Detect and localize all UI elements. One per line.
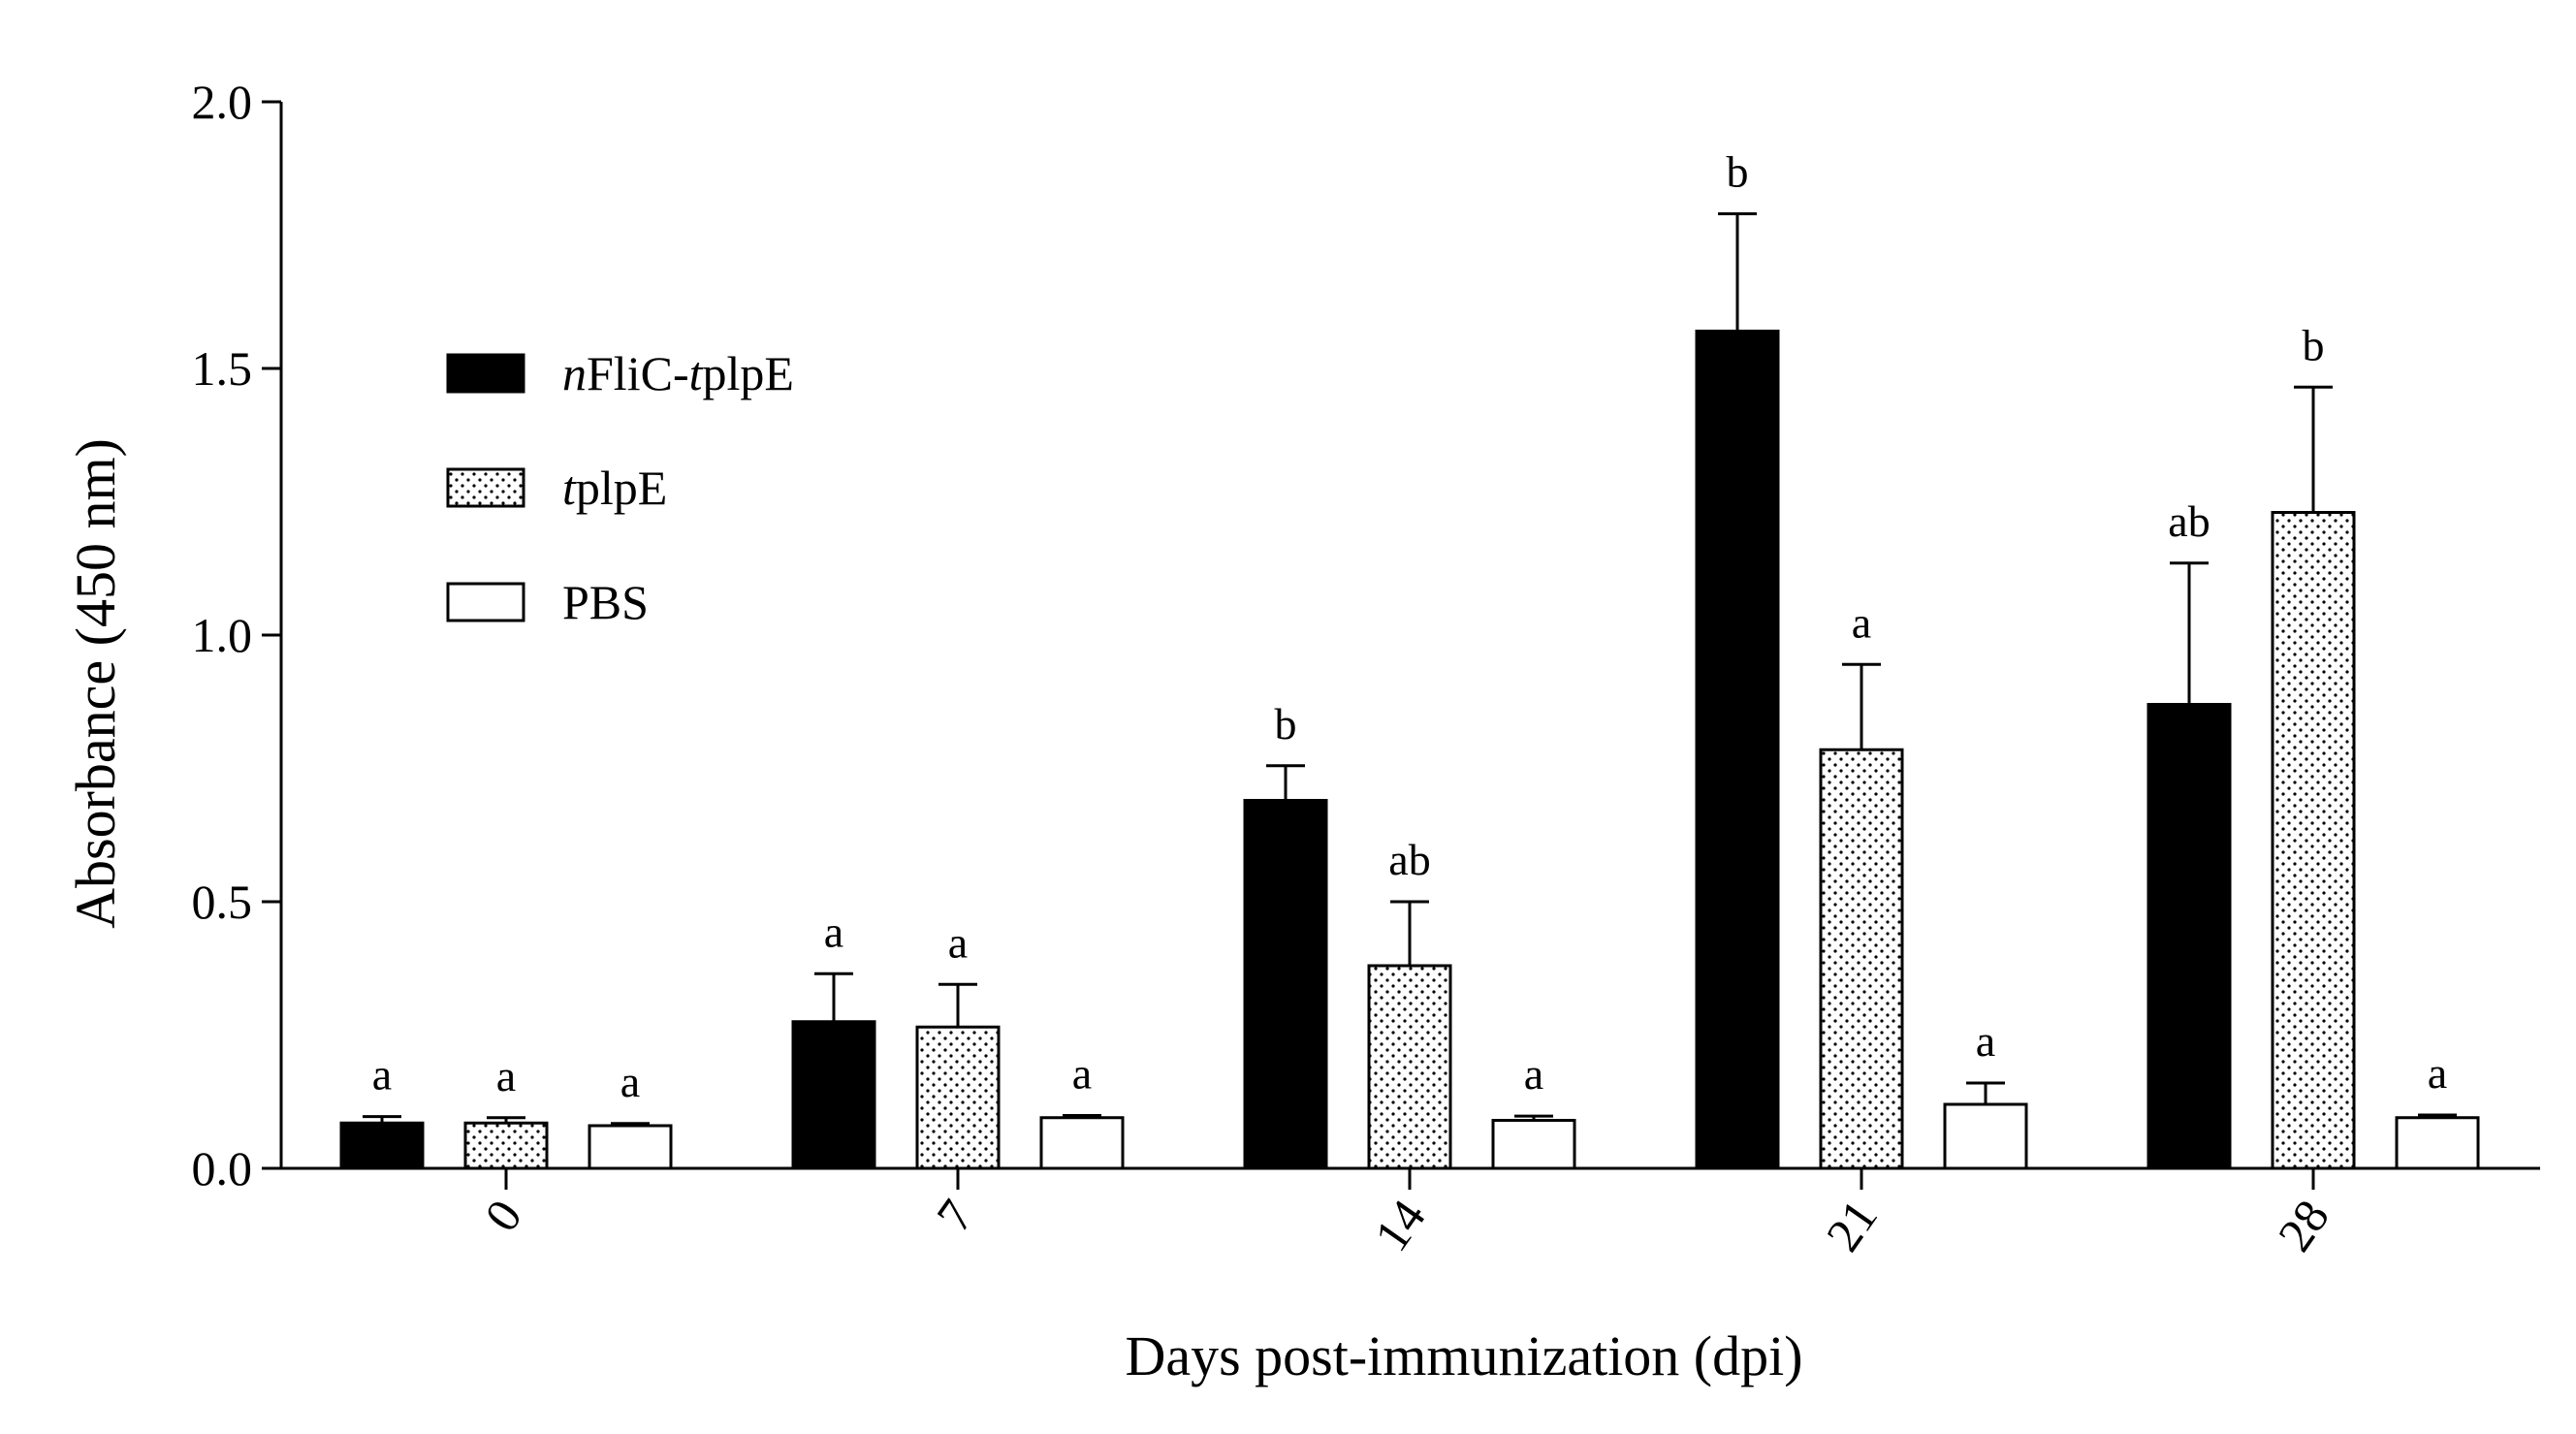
significance-label: a <box>1524 1049 1543 1099</box>
bar-0-4 <box>2147 703 2232 1170</box>
legend-label: PBS <box>562 575 649 629</box>
significance-label: a <box>1976 1016 1995 1066</box>
significance-label: a <box>620 1057 640 1106</box>
significance-label: b <box>1275 699 1297 749</box>
legend-label: nFliC-tplpE <box>562 346 794 400</box>
x-tick-label: 7 <box>926 1190 984 1241</box>
y-tick-label: 2.0 <box>192 75 253 129</box>
y-tick-label: 0.5 <box>192 875 253 929</box>
significance-label: a <box>496 1051 516 1100</box>
x-tick-label: 28 <box>2267 1190 2339 1260</box>
bar-0-2 <box>1243 799 1328 1170</box>
significance-label: b <box>2303 320 2325 369</box>
bar-2-4 <box>2395 1116 2480 1170</box>
x-tick-label: 0 <box>474 1190 532 1241</box>
legend-swatch <box>446 467 525 508</box>
bar-1-1 <box>915 1025 1001 1170</box>
bar-2-3 <box>1943 1102 2028 1170</box>
bar-2-1 <box>1039 1116 1125 1170</box>
significance-label: ab <box>2168 496 2210 546</box>
y-tick-label: 0.0 <box>192 1141 253 1195</box>
significance-label: a <box>824 907 843 956</box>
significance-label: a <box>2428 1048 2447 1098</box>
bar-2-0 <box>588 1124 673 1170</box>
legend-swatch <box>446 353 525 394</box>
x-tick-label: 14 <box>1363 1190 1436 1260</box>
significance-label: b <box>1727 147 1749 197</box>
bar-1-2 <box>1367 964 1452 1170</box>
legend-label: tplpE <box>562 461 667 515</box>
bar-0-0 <box>339 1121 425 1170</box>
significance-label: a <box>1852 597 1871 647</box>
bar-1-3 <box>1819 748 1904 1170</box>
y-axis-title: Absorbance (450 nm) <box>64 438 127 929</box>
bar-0-1 <box>791 1020 876 1170</box>
significance-label: a <box>1072 1049 1092 1099</box>
significance-label: ab <box>1388 835 1430 884</box>
legend-swatch <box>446 582 525 622</box>
bar-2-2 <box>1491 1119 1576 1170</box>
significance-label: a <box>372 1050 392 1099</box>
bar-1-4 <box>2271 511 2356 1170</box>
significance-label: a <box>948 917 968 967</box>
x-tick-label: 21 <box>1815 1190 1888 1260</box>
y-tick-label: 1.0 <box>192 608 253 662</box>
bar-0-3 <box>1695 330 1780 1170</box>
bar-1-0 <box>463 1121 549 1170</box>
y-tick-label: 1.5 <box>192 341 253 396</box>
x-axis-title: Days post-immunization (dpi) <box>1125 1324 1802 1387</box>
